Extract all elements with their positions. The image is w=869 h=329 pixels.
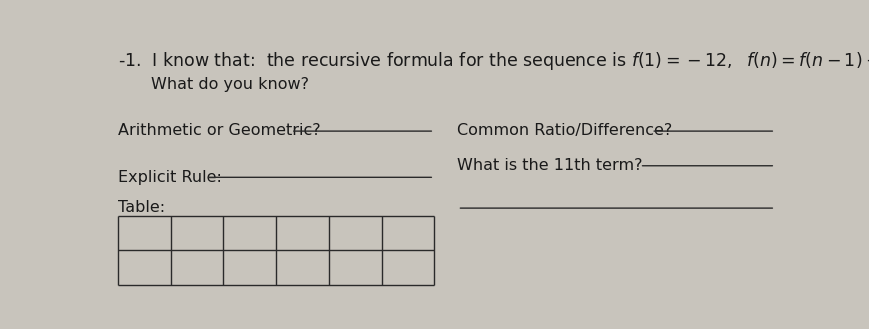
Text: Explicit Rule:: Explicit Rule: bbox=[118, 170, 222, 185]
Text: Common Ratio/Difference?: Common Ratio/Difference? bbox=[457, 123, 672, 139]
Text: -1.  I know that:  the recursive formula for the sequence is $f(1) = -12,\ \ f(n: -1. I know that: the recursive formula f… bbox=[118, 50, 869, 72]
Text: Arithmetic or Geometric?: Arithmetic or Geometric? bbox=[118, 123, 321, 139]
Text: Table:: Table: bbox=[118, 200, 165, 215]
Text: What do you know?: What do you know? bbox=[151, 77, 309, 92]
Text: What is the 11th term?: What is the 11th term? bbox=[457, 158, 642, 173]
